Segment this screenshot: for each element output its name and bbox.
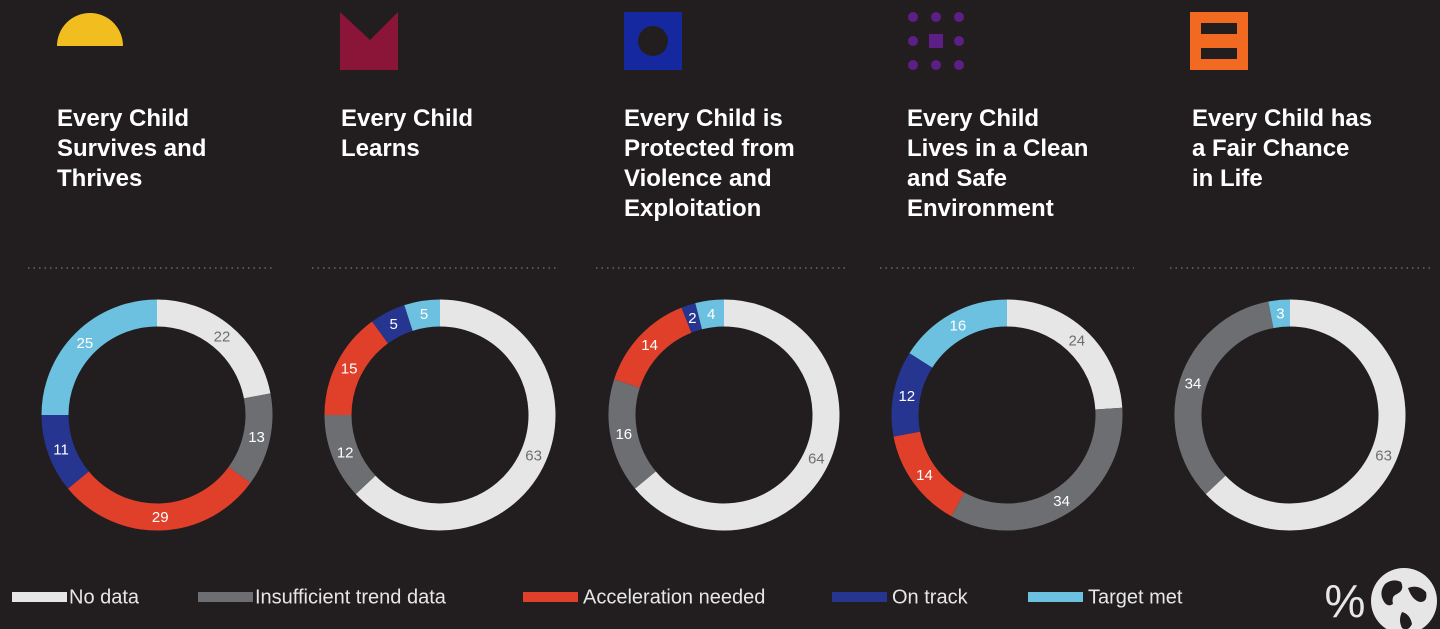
segment-label: 15 (341, 361, 358, 378)
donut-segment (608, 379, 657, 489)
donut-segment (614, 307, 692, 389)
icon-sun (57, 13, 123, 46)
segment-label: 64 (808, 450, 825, 467)
segment-label: 13 (248, 429, 265, 446)
segment-label: 12 (898, 388, 915, 405)
segment-label: 34 (1185, 375, 1202, 392)
legend-swatch (1028, 592, 1083, 602)
donut-segment (41, 414, 90, 489)
donut-segment (1174, 301, 1274, 495)
segment-label: 3 (1276, 305, 1284, 322)
donut-segment (372, 305, 414, 344)
chart-title: Every Child has a Fair Chance in Life (1192, 105, 1373, 192)
segment-label: 11 (53, 442, 69, 459)
segment-label: 5 (420, 306, 428, 323)
icon-dots (908, 12, 964, 70)
donut-segment (635, 299, 840, 531)
legend-label: Acceleration needed (583, 586, 765, 608)
segment-label: 25 (77, 335, 94, 352)
donut-segment (1006, 299, 1123, 410)
segment-label: 63 (525, 447, 542, 464)
segment-label: 14 (641, 337, 658, 354)
chart-title: Every Child Lives in a Clean and Safe En… (907, 105, 1089, 222)
icon-globe (1371, 568, 1437, 629)
segment-label: 12 (337, 445, 354, 462)
legend-swatch (12, 592, 67, 602)
legend-swatch (198, 592, 253, 602)
donut-segment (695, 299, 725, 330)
donut-segment (1205, 299, 1406, 531)
donut-segment (355, 299, 556, 531)
donut-segment (324, 321, 389, 416)
donut-segment (156, 299, 271, 399)
donut-segment (68, 466, 251, 531)
donut-segment (909, 299, 1008, 368)
chart-title: Every Child Survives and Thrives (57, 105, 207, 192)
donut-segment (893, 431, 965, 517)
legend-swatch (832, 592, 887, 602)
icon-book (340, 12, 398, 70)
donut-segment (1268, 299, 1291, 329)
percent-symbol: % (1325, 575, 1366, 627)
legend-label: No data (69, 586, 140, 608)
segment-label: 16 (950, 318, 967, 335)
icon-scale (1190, 12, 1248, 70)
segment-label: 14 (916, 467, 933, 484)
segment-label: 24 (1068, 333, 1085, 350)
icon-shield (624, 12, 682, 70)
segment-label: 34 (1053, 493, 1070, 510)
donut-segment (324, 414, 376, 495)
legend-swatch (523, 592, 578, 602)
donut-segment (681, 303, 703, 333)
donut-segment (404, 299, 441, 331)
segment-label: 4 (707, 306, 715, 323)
donut-segment (951, 407, 1123, 531)
legend-label: Insufficient trend data (255, 586, 447, 608)
segment-label: 16 (615, 426, 632, 443)
donut-segment (228, 393, 273, 483)
segment-label: 63 (1375, 447, 1392, 464)
legend-label: Target met (1088, 586, 1183, 608)
legend-label: On track (892, 586, 969, 608)
segment-label: 29 (152, 509, 169, 526)
chart-title: Every Child is Protected from Violence a… (624, 105, 795, 222)
donut-segment (891, 353, 933, 437)
donut-segment (41, 299, 158, 416)
segment-label: 5 (390, 316, 398, 333)
segment-label: 2 (688, 310, 696, 327)
chart-title: Every Child Learns (341, 105, 474, 162)
segment-label: 22 (214, 328, 231, 345)
